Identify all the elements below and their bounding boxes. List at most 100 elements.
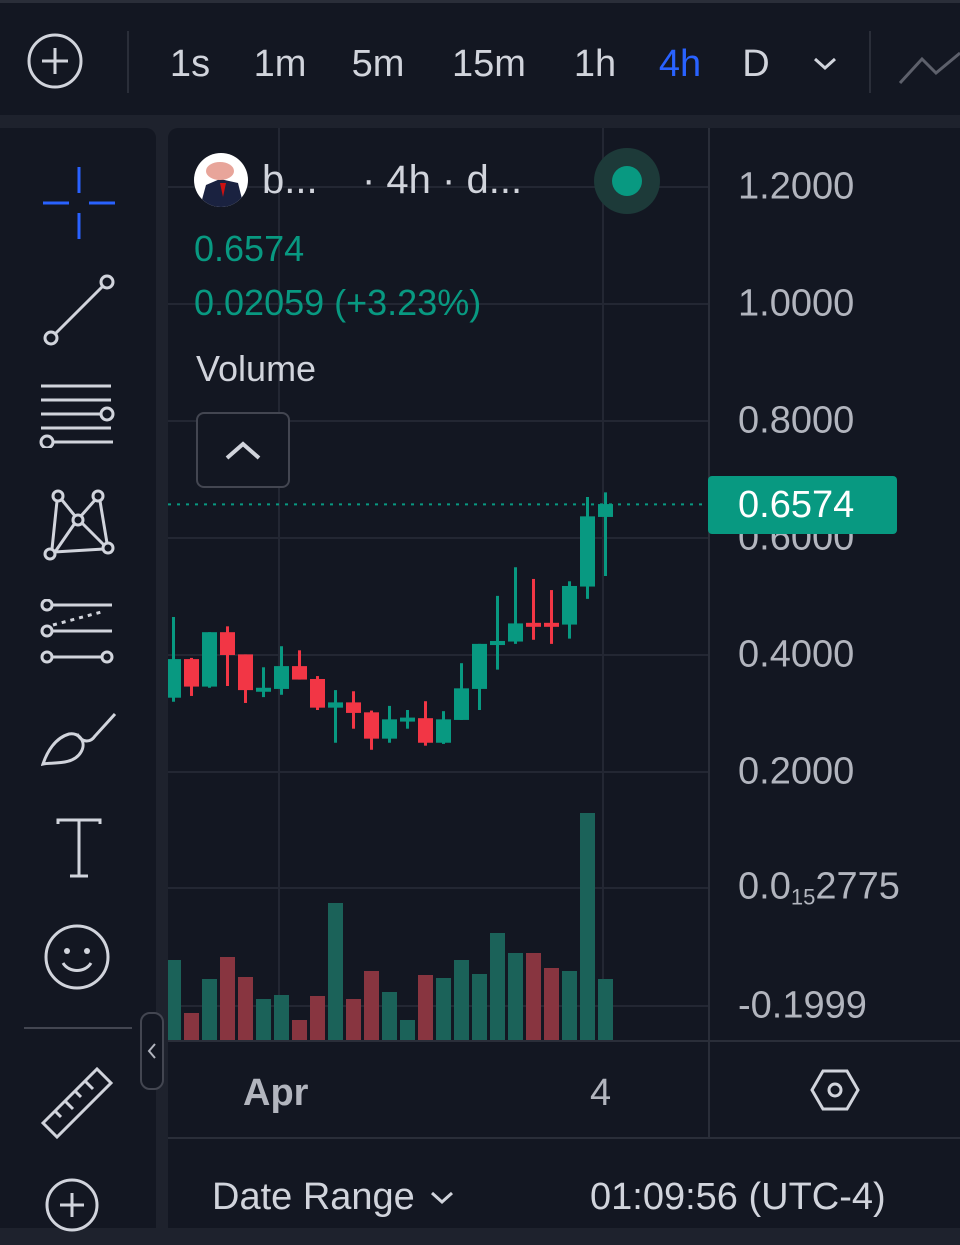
chevron-left-icon xyxy=(147,1043,156,1059)
crosshair-tool[interactable] xyxy=(39,163,119,243)
volume-axis-label: 0.0152775 xyxy=(738,865,900,910)
footer-border xyxy=(168,1137,960,1139)
time-label: Apr xyxy=(243,1072,309,1114)
volume-bar xyxy=(328,903,343,1040)
chart-type-button[interactable] xyxy=(898,43,960,87)
market-status-indicator[interactable] xyxy=(594,148,660,214)
date-range-label: Date Range xyxy=(212,1176,415,1218)
interval-1s[interactable]: 1s xyxy=(169,43,211,85)
chevron-down-icon xyxy=(430,1191,453,1204)
candle-body xyxy=(508,623,523,642)
collapse-toolbar-button[interactable] xyxy=(140,1012,164,1090)
trend-line-icon xyxy=(43,274,115,346)
volume-bar xyxy=(202,979,217,1040)
chart-settings-button[interactable] xyxy=(810,1068,860,1112)
candle-body xyxy=(472,643,487,689)
volume-bar xyxy=(436,978,451,1040)
date-range-button[interactable]: Date Range xyxy=(212,1176,455,1219)
divider xyxy=(127,31,129,93)
volume-bar xyxy=(184,1013,199,1040)
line-chart-icon xyxy=(898,51,960,85)
time-label: 4 xyxy=(590,1072,612,1114)
chevron-down-icon xyxy=(813,57,837,71)
ruler-tool[interactable] xyxy=(37,1063,117,1143)
volume-bar xyxy=(400,1020,415,1040)
legend-price: 0.6574 xyxy=(194,228,305,269)
add-symbol-button[interactable] xyxy=(27,33,83,89)
crosshair-icon xyxy=(43,167,115,239)
zoom-in-tool[interactable] xyxy=(32,1165,112,1245)
more-intervals-button[interactable] xyxy=(810,51,840,75)
toolbar-divider xyxy=(24,1027,132,1029)
clock-timezone[interactable]: 01:09:56 (UTC-4) xyxy=(590,1176,886,1218)
price-label: 1.2000 xyxy=(738,165,855,208)
volume-axis-label: -0.1999 xyxy=(738,984,867,1027)
candle-body xyxy=(544,622,559,627)
candle-body xyxy=(490,640,505,646)
candle-body xyxy=(382,719,397,739)
horizontal-lines-tool[interactable] xyxy=(37,375,117,455)
candle-body xyxy=(184,659,199,687)
interval-1h[interactable]: 1h xyxy=(573,43,617,85)
price-label: 0.2000 xyxy=(738,750,855,793)
interval-15m[interactable]: 15m xyxy=(452,43,526,85)
volume-bar xyxy=(472,974,487,1040)
candle-body xyxy=(310,678,325,708)
pattern-icon xyxy=(43,489,115,561)
volume-bar xyxy=(508,953,523,1040)
chevron-up-icon xyxy=(225,441,261,460)
volume-bar xyxy=(274,995,289,1040)
interval-4h[interactable]: 4h xyxy=(658,43,702,85)
collapse-legend-button[interactable] xyxy=(196,412,290,488)
candle-body xyxy=(328,702,343,708)
candle-body xyxy=(526,622,541,627)
price-label: 1.0000 xyxy=(738,282,855,325)
text-icon xyxy=(56,818,102,878)
candle-body xyxy=(220,632,235,655)
volume-bar xyxy=(454,960,469,1040)
candle-body xyxy=(562,585,577,625)
emoji-tool[interactable] xyxy=(37,917,117,997)
volume-bar xyxy=(382,992,397,1040)
trend-line-tool[interactable] xyxy=(39,270,119,350)
brush-icon xyxy=(41,712,117,767)
pattern-tool[interactable] xyxy=(39,485,119,565)
fib-retracement-icon xyxy=(40,599,114,664)
hexagon-settings-icon xyxy=(810,1069,860,1111)
fib-retracement-tool[interactable] xyxy=(37,592,117,672)
candle-body xyxy=(418,718,433,743)
candle-body xyxy=(454,688,469,720)
volume-bar xyxy=(544,968,559,1040)
candle-body xyxy=(580,516,595,587)
volume-bar xyxy=(238,977,253,1040)
candlestick-chart[interactable] xyxy=(168,128,708,1040)
symbol-name[interactable]: b... xyxy=(262,158,318,202)
volume-bar xyxy=(220,957,235,1040)
horizontal-lines-icon xyxy=(39,384,115,448)
candle-body xyxy=(202,632,217,687)
volume-bar xyxy=(490,933,505,1040)
volume-bar xyxy=(562,971,577,1040)
volume-bar xyxy=(346,999,361,1040)
volume-bar xyxy=(580,813,595,1040)
candle-body xyxy=(274,666,289,689)
emoji-icon xyxy=(44,924,110,990)
candle-body xyxy=(292,666,307,680)
candle-body xyxy=(256,687,271,692)
volume-bar xyxy=(526,953,541,1040)
volume-indicator-label[interactable]: Volume xyxy=(196,348,317,389)
volume-bar xyxy=(256,999,271,1040)
interval-1m[interactable]: 1m xyxy=(253,43,307,85)
candle-body xyxy=(400,717,415,722)
interval-5m[interactable]: 5m xyxy=(351,43,405,85)
price-label: 0.4000 xyxy=(738,633,855,676)
brush-tool[interactable] xyxy=(40,700,120,780)
interval-d[interactable]: D xyxy=(742,43,770,85)
volume-bar xyxy=(364,971,379,1040)
interval-exchange: · 4h · d... xyxy=(362,158,523,202)
candle-body xyxy=(346,702,361,713)
text-tool[interactable] xyxy=(39,808,119,888)
top-toolbar: 1s 1m 5m 15m 1h 4h D xyxy=(0,0,960,115)
price-axis-border xyxy=(708,128,710,1138)
volume-bar xyxy=(418,975,433,1040)
